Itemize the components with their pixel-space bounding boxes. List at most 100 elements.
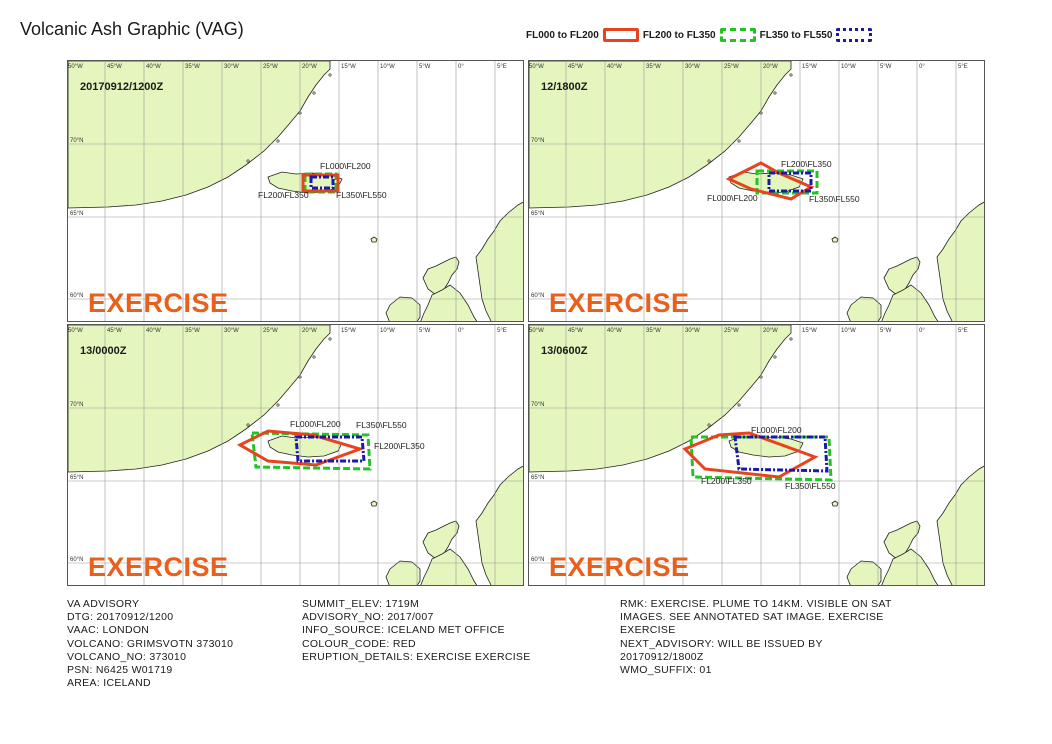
lon-label: 10°W <box>841 64 856 70</box>
polygon-label: FL200\FL350 <box>258 190 309 200</box>
norway-land <box>475 201 523 321</box>
panel-timestamp: 20170912/1200Z <box>80 81 164 93</box>
lon-label: 10°W <box>380 328 395 334</box>
lon-label: 5°E <box>497 64 507 70</box>
lat-label: 65°N <box>531 211 544 217</box>
advisory-line: SUMMIT_ELEV: 1719M <box>302 598 420 610</box>
page-title: Volcanic Ash Graphic (VAG) <box>20 19 244 39</box>
polygon-label: FL000\FL200 <box>707 193 758 203</box>
polygon-label: FL350\FL550 <box>809 194 860 204</box>
island <box>276 139 280 143</box>
britain-land <box>420 284 478 321</box>
lat-label: 65°N <box>70 475 83 481</box>
lat-label: 60°N <box>531 293 544 299</box>
map-panel-4: 50°W 45°W 40°W 35°W 30°W 25°W 20°W 15°W 10°W 5°W 0… <box>528 324 985 586</box>
lon-label: 0° <box>458 328 464 334</box>
polygon-label: FL350\FL550 <box>785 481 836 491</box>
ireland-land <box>385 560 421 585</box>
lon-label: 40°W <box>146 64 161 70</box>
island <box>276 403 280 407</box>
lat-label: 65°N <box>70 211 83 217</box>
britain-land <box>881 284 939 321</box>
lon-label: 35°W <box>646 328 661 334</box>
lon-label: 50°W <box>529 64 544 70</box>
lon-label: 45°W <box>568 328 583 334</box>
lon-label: 5°E <box>497 328 507 334</box>
exercise-label: EXERCISE <box>549 552 690 582</box>
legend-label-fl350-fl550: FL350 to FL550 <box>759 29 833 41</box>
polygon-label: FL350\FL550 <box>356 420 407 430</box>
advisory-col-3: RMK: EXERCISE. PLUME TO 14KM. VISIBLE ON… <box>620 598 892 677</box>
lon-label: 40°W <box>607 328 622 334</box>
polygon-label: FL200\FL350 <box>374 441 425 451</box>
lon-label: 5°W <box>419 328 431 334</box>
advisory-line: VAAC: LONDON <box>67 624 150 637</box>
britain-land <box>420 548 478 585</box>
lon-label: 20°W <box>302 64 317 70</box>
lat-label: 70°N <box>531 138 544 144</box>
legend-swatch-fl350-fl550 <box>836 28 873 42</box>
map-panel-1: 50°W 45°W 40°W 35°W 30°W 25°W 20°W 15°W 10°W 5°W 0… <box>67 60 524 322</box>
island <box>312 91 316 95</box>
island <box>789 73 793 77</box>
island <box>707 159 711 163</box>
island <box>246 159 250 163</box>
ash-polygon-fl350-fl550 <box>767 171 813 193</box>
lon-label: 15°W <box>802 328 817 334</box>
lat-label: 65°N <box>531 475 544 481</box>
advisory-line: NEXT_ADVISORY: WILL BE ISSUED BY <box>620 637 823 650</box>
lon-label: 0° <box>458 64 464 70</box>
lon-label: 25°W <box>724 328 739 334</box>
advisory-line: IMAGES. SEE ANNOTATED SAT IMAGE. EXERCIS… <box>620 611 884 624</box>
ireland-land <box>846 296 882 321</box>
lon-label: 10°W <box>380 64 395 70</box>
advisory-line: AREA: ICELAND <box>67 677 151 690</box>
advisory-line: INFO_SOURCE: ICELAND MET OFFICE <box>302 624 505 637</box>
ireland-land <box>846 560 882 585</box>
advisory-line: ADVISORY_NO: 2017/007 <box>302 611 434 624</box>
legend-label-fl200-fl350: FL200 to FL350 <box>642 29 716 41</box>
lon-label: 15°W <box>341 64 356 70</box>
lon-label: 40°W <box>146 328 161 334</box>
lon-label: 20°W <box>763 64 778 70</box>
map-panel-2: 50°W 45°W 40°W 35°W 30°W 25°W 20°W 15°W 10°W 5°W 0… <box>528 60 985 322</box>
panel-timestamp: 13/0000Z <box>80 345 127 357</box>
map-canvas: 50°W 45°W 40°W 35°W 30°W 25°W 20°W 15°W 10°W 5°W 0… <box>529 61 984 321</box>
advisory-line: VA ADVISORY <box>67 598 140 610</box>
greenland-land <box>68 61 331 209</box>
faroe-land <box>831 236 839 243</box>
lon-label: 5°W <box>419 64 431 70</box>
polygon-label: FL000\FL200 <box>320 161 371 171</box>
island <box>737 403 741 407</box>
lon-label: 25°W <box>263 328 278 334</box>
polygon-label: FL000\FL200 <box>290 419 341 429</box>
lat-label: 70°N <box>531 402 544 408</box>
advisory-line: DTG: 20170912/1200 <box>67 611 174 624</box>
greenland-land <box>529 61 792 209</box>
lon-label: 50°W <box>529 328 544 334</box>
lon-label: 30°W <box>224 328 239 334</box>
lon-label: 0° <box>919 328 925 334</box>
lon-label: 30°W <box>224 64 239 70</box>
lon-label: 30°W <box>685 328 700 334</box>
greenland-land <box>529 325 792 473</box>
exercise-label: EXERCISE <box>88 288 229 318</box>
advisory-col-2: SUMMIT_ELEV: 1719M ADVISORY_NO: 2017/007… <box>302 598 531 664</box>
advisory-line: VOLCANO: GRIMSVOTN 373010 <box>67 637 234 650</box>
lon-label: 20°W <box>763 328 778 334</box>
lon-label: 45°W <box>568 64 583 70</box>
island <box>737 139 741 143</box>
legend-swatch-fl000-fl200 <box>602 28 639 42</box>
lon-label: 35°W <box>646 64 661 70</box>
legend-label-fl000-fl200: FL000 to FL200 <box>526 29 599 41</box>
panel-timestamp: 13/0600Z <box>541 345 588 357</box>
lon-label: 25°W <box>724 64 739 70</box>
lon-label: 5°E <box>958 328 968 334</box>
polygon-label: FL000\FL200 <box>751 425 802 435</box>
advisory-line: RMK: EXERCISE. PLUME TO 14KM. VISIBLE ON… <box>620 598 892 610</box>
lon-label: 30°W <box>685 64 700 70</box>
island <box>312 355 316 359</box>
polygon-label: FL200\FL350 <box>781 159 832 169</box>
island <box>328 337 332 341</box>
ash-polygon-fl200-fl350 <box>755 169 819 195</box>
